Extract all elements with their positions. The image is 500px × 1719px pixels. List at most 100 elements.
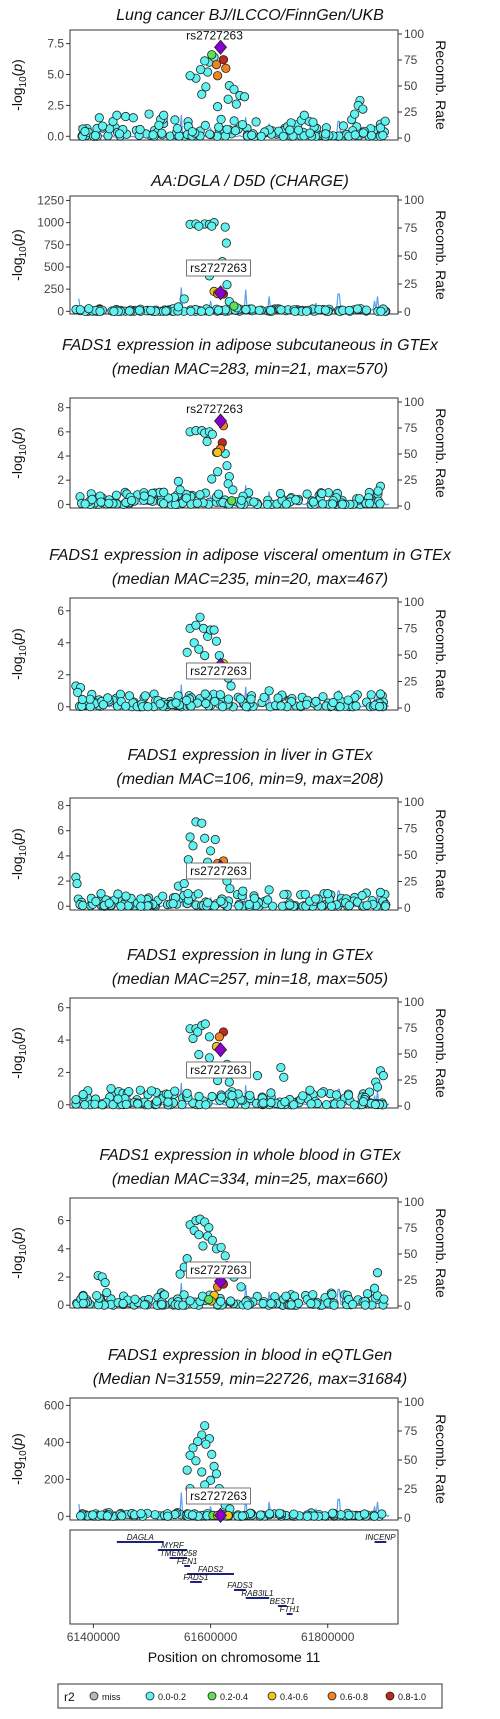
lead-snp-label-box [186, 1261, 251, 1279]
snp-point [146, 1086, 157, 1096]
snp-point [229, 116, 239, 126]
recomb-axis-label: Recomb. Rate [433, 408, 449, 498]
snp-point [223, 479, 233, 489]
snp-point [306, 1099, 316, 1109]
snp-point [159, 499, 169, 509]
snp-point [226, 681, 236, 691]
snp-point [376, 306, 386, 316]
panel-subtitle: (median MAC=257, min=18, max=505) [112, 971, 388, 988]
snp-point [163, 1097, 173, 1107]
recomb-tick-label: 75 [404, 1021, 418, 1035]
snp-point [344, 305, 354, 315]
snp-point [302, 489, 312, 499]
snp-point [317, 499, 328, 509]
snp-point [378, 130, 388, 140]
y-axis-label-sub: 10 [18, 645, 29, 657]
snp-point [379, 1294, 389, 1304]
snp-point [85, 694, 95, 704]
y-tick-label: 4 [57, 1242, 64, 1256]
snp-point [148, 130, 158, 140]
y-axis-label-part: ( [9, 71, 25, 76]
snp-point [378, 1071, 388, 1081]
lead-snp-label-box [186, 259, 251, 277]
snp-point [98, 700, 108, 710]
snp-point [130, 1294, 140, 1304]
recomb-tick-label: 25 [404, 875, 418, 889]
snp-point [185, 832, 195, 842]
snp-point [364, 498, 375, 508]
y-axis-label-sub: 10 [18, 845, 29, 857]
snp-point [369, 1283, 380, 1293]
snp-point [301, 306, 312, 316]
snp-point [163, 1511, 173, 1521]
snp-point [183, 888, 193, 899]
snp-point [136, 901, 146, 911]
y-axis-label-sub: 10 [18, 76, 29, 88]
snp-point [179, 1290, 189, 1300]
y-axis-label: -log10(p) [9, 427, 29, 479]
snp-point [182, 1088, 192, 1098]
snp-point [280, 1097, 290, 1107]
y-tick-label: 8 [57, 799, 64, 813]
recomb-tick-label: 0 [404, 131, 411, 145]
y-axis-label-p: p [9, 64, 25, 73]
snp-point-ld [213, 447, 223, 457]
plot-frame [69, 597, 399, 711]
gene-track-frame [69, 1529, 399, 1625]
snp-point [173, 476, 183, 487]
y-tick-label: 0 [57, 700, 64, 714]
recomb-tick-label: 0 [404, 1299, 411, 1313]
snp-point [135, 124, 145, 135]
snp-point [113, 1094, 123, 1104]
snp-point [121, 701, 131, 711]
snp-point [290, 306, 300, 316]
snp-point [343, 1090, 354, 1100]
y-tick-label: 7.5 [47, 37, 64, 51]
snp-point [215, 690, 225, 700]
snp-point [87, 494, 97, 504]
lead-snp-label: rs2727263 [190, 261, 247, 275]
snp-point [80, 126, 90, 137]
lead-snp-label-box [186, 862, 251, 880]
snp-point [249, 497, 259, 507]
y-tick-label: 0 [57, 1509, 64, 1523]
snp-point [116, 901, 126, 911]
recomb-tick-label: 0 [404, 1099, 411, 1113]
snp-point [276, 305, 286, 315]
snp-point [200, 56, 210, 66]
snp-point [321, 129, 331, 139]
panel-7: FADS1 expression in whole blood in GTEx (… [9, 1147, 449, 1313]
snp-point [223, 694, 234, 704]
snp-point [189, 638, 199, 648]
x-tick-label: 61800000 [301, 1630, 355, 1644]
y-axis-label-part: ) [9, 427, 25, 432]
y-axis-label-sub: 10 [18, 1244, 29, 1256]
recomb-axis-label: Recomb. Rate [433, 1008, 449, 1098]
y-tick-label: 6 [57, 1214, 64, 1228]
snp-point [160, 1290, 170, 1300]
snp-point [98, 121, 108, 131]
y-tick-label: 6 [57, 824, 64, 838]
snp-points [71, 612, 388, 712]
snp-point [102, 1288, 112, 1298]
snp-point [298, 1091, 308, 1101]
snp-point-ld [227, 496, 237, 506]
snp-point [243, 1300, 253, 1310]
legend-swatch [267, 1691, 277, 1701]
recomb-tick-label: 50 [404, 249, 418, 263]
snp-point [200, 833, 210, 843]
snp-point [224, 1077, 234, 1087]
snp-point [362, 1289, 373, 1299]
recomb-tick-label: 0 [404, 499, 411, 513]
lead-snp-marker [214, 1507, 228, 1523]
snp-point [279, 890, 289, 900]
snp-point [205, 129, 215, 139]
snp-point [182, 1465, 192, 1475]
snp-point [100, 1278, 110, 1288]
gene-label: FADS1 [183, 1573, 208, 1582]
snp-point [210, 696, 220, 707]
snp-point [102, 1511, 112, 1521]
snp-point [373, 486, 383, 496]
legend-swatch [207, 1691, 217, 1701]
snp-point [370, 1099, 380, 1110]
